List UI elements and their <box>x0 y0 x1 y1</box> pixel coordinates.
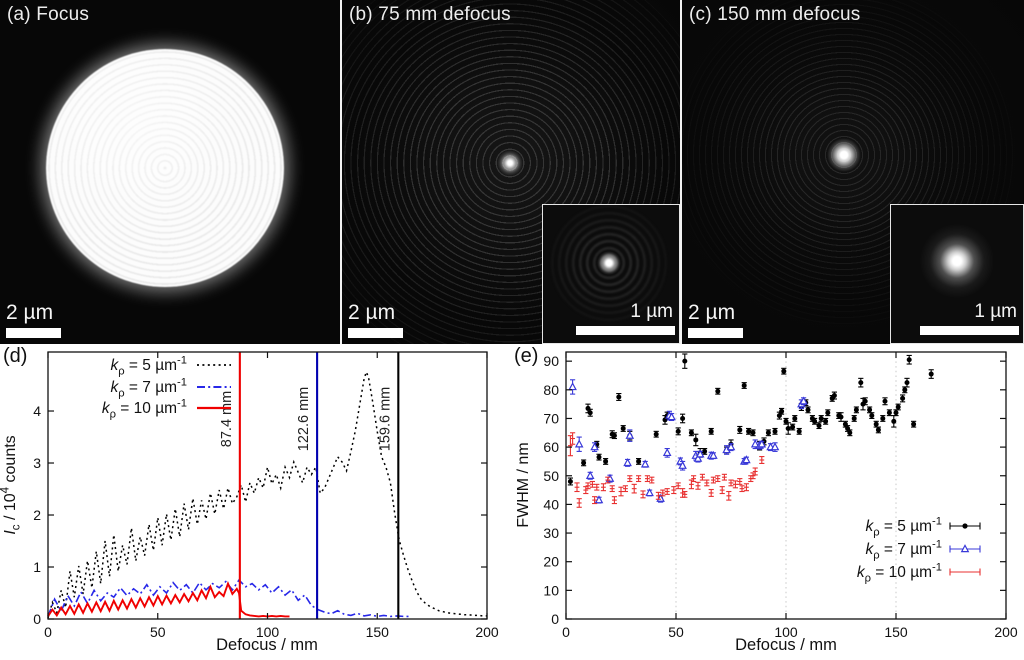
legend-sample <box>949 568 981 576</box>
plot-e-svg: 0 50 100 150 200 0 10 20 30 40 50 60 70 80 90 Defocus /… <box>515 351 1018 654</box>
legend-sample <box>949 544 981 553</box>
x-axis-label: Defocus / mm <box>735 636 837 654</box>
inset-scalebar-bar <box>920 326 1019 335</box>
panel-b: (b) 75 mm defocus 2 µm 1 µm <box>342 0 680 344</box>
y-tick-label: 60 <box>543 439 559 455</box>
x-tick-label: 200 <box>475 624 499 640</box>
plot-d-svg: 87.4 mm 122.6 mm 159.6 mm 0 50 100 150 200 0 1 2 3 4… <box>0 351 499 654</box>
focused-beam-disk <box>46 49 284 287</box>
x-tick-label: 100 <box>256 624 280 640</box>
panel-e-label: (e) <box>514 345 539 367</box>
panel-b-title: (b) 75 mm defocus <box>349 4 511 25</box>
panel-a-title: (a) Focus <box>7 4 90 25</box>
inset-scalebar-label: 1 µm <box>974 301 1017 322</box>
y-tick-label: 10 <box>543 582 559 598</box>
y-tick-label: 1 <box>33 559 41 575</box>
inset-beam-spot <box>597 251 621 275</box>
panel-divider <box>680 0 682 344</box>
y-tick-label: 2 <box>33 507 41 523</box>
y-axis-label: Ic / 104 counts <box>0 435 22 534</box>
y-tick-label: 0 <box>551 611 559 627</box>
x-tick-label: 0 <box>562 624 570 640</box>
inset-scalebar-bar <box>576 326 675 335</box>
series-k5-curve <box>47 369 487 619</box>
beam-center-spot <box>497 150 523 176</box>
panel-b-inset: 1 µm <box>542 204 680 344</box>
x-tick-label: 0 <box>44 624 52 640</box>
vline-label: 87.4 mm <box>219 391 235 447</box>
legend-label: kρ = 10 µm-1 <box>102 397 187 420</box>
scalebar-label: 2 µm <box>688 301 736 324</box>
panel-c-title: (c) 150 mm defocus <box>689 4 861 25</box>
legend-sample <box>949 522 981 530</box>
beam-center-spot <box>827 138 861 172</box>
scalebar-bar <box>688 328 743 338</box>
inset-scalebar: 1 µm <box>920 301 1019 335</box>
panel-d-label: (d) <box>3 345 28 367</box>
panel-c-scalebar: 2 µm <box>688 301 743 338</box>
y-tick-label: 30 <box>543 525 559 541</box>
legend-label: kρ = 5 µm-1 <box>865 515 942 538</box>
y-tick-label: 40 <box>543 496 559 512</box>
y-tick-label: 4 <box>33 403 41 419</box>
panel-c-inset: 1 µm <box>890 204 1024 344</box>
inset-scalebar-label: 1 µm <box>630 301 673 322</box>
scalebar-bar <box>348 328 403 338</box>
panel-a: (a) Focus 2 µm <box>0 0 340 344</box>
vline-label: 122.6 mm <box>296 387 312 451</box>
y-tick-label: 70 <box>543 410 559 426</box>
x-axis-label: Defocus / mm <box>216 636 318 654</box>
scalebar-label: 2 µm <box>6 301 54 324</box>
panel-a-scalebar: 2 µm <box>6 301 61 338</box>
x-tick-label: 200 <box>994 624 1018 640</box>
scalebar-label: 2 µm <box>348 301 396 324</box>
x-tick-label: 150 <box>884 624 908 640</box>
y-tick-label: 90 <box>543 353 559 369</box>
micrograph-row: (a) Focus 2 µm (b) 75 mm defocus 2 µm 1 … <box>0 0 1024 344</box>
y-tick-label: 3 <box>33 455 41 471</box>
y-tick-label: 0 <box>33 611 41 627</box>
panel-c: (c) 150 mm defocus 2 µm 1 µm <box>682 0 1024 344</box>
legend-label: kρ = 10 µm-1 <box>857 561 942 584</box>
y-tick-label: 20 <box>543 554 559 570</box>
vline-label: 159.6 mm <box>377 387 393 451</box>
series-k10-points <box>567 432 765 508</box>
scalebar-bar <box>6 328 61 338</box>
y-axis-label: FWHM / nm <box>515 442 532 527</box>
inset-scalebar: 1 µm <box>576 301 675 335</box>
x-tick-label: 50 <box>150 624 166 640</box>
x-tick-label: 50 <box>668 624 684 640</box>
series-k7-points <box>568 379 808 504</box>
inset-beam-spot <box>919 223 995 299</box>
panel-divider <box>340 0 342 344</box>
y-tick-label: 50 <box>543 468 559 484</box>
legend-label: kρ = 7 µm-1 <box>110 376 187 399</box>
y-tick-label: 80 <box>543 382 559 398</box>
x-tick-label: 150 <box>366 624 390 640</box>
legend-label: kρ = 7 µm-1 <box>865 538 942 561</box>
legend-label: kρ = 5 µm-1 <box>110 354 187 377</box>
series-k10-curve <box>47 580 290 618</box>
panel-b-scalebar: 2 µm <box>348 301 403 338</box>
x-tick-label: 100 <box>774 624 798 640</box>
